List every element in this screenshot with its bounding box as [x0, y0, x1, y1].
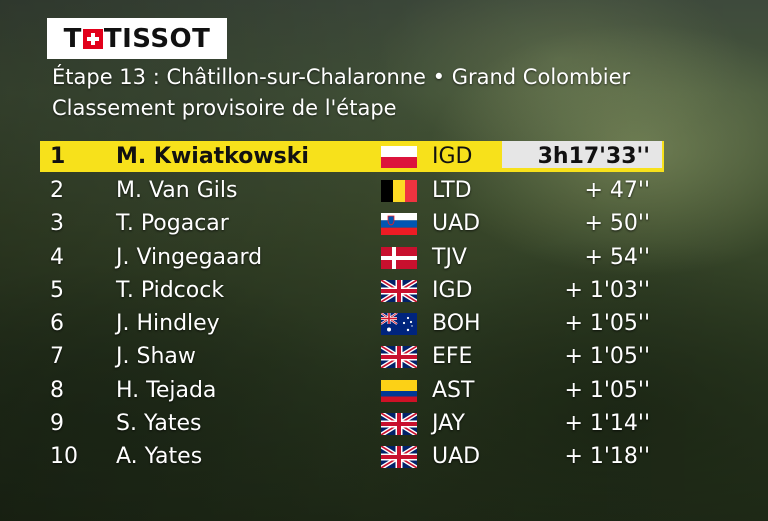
uk-flag-icon [381, 446, 417, 469]
rider-name: H. Tejada [116, 377, 217, 403]
rider-time: + 1'05'' [564, 377, 650, 403]
rider-rank: 9 [50, 411, 64, 437]
rider-rank: 2 [50, 178, 64, 203]
poland-flag-icon [381, 146, 417, 168]
australia-flag-icon [381, 313, 417, 336]
rider-time: + 47'' [584, 178, 650, 203]
rider-row: 6 J. Hindley BOH + 1'05'' [40, 307, 664, 340]
rider-name: J. Vingegaard [116, 244, 263, 270]
rider-time: + 50'' [584, 211, 650, 237]
uk-flag-icon [381, 413, 417, 436]
leader-row: 1 M. Kwiatkowski IGD 3h17'33'' [40, 141, 664, 172]
denmark-flag-icon [381, 246, 417, 269]
leader-time-box [502, 141, 662, 168]
rider-rank: 5 [50, 277, 64, 303]
rider-time: + 1'14'' [564, 411, 650, 437]
rider-name: A. Yates [116, 444, 203, 470]
colombia-flag-icon [381, 379, 417, 402]
stage-header: Étape 13 : Châtillon-sur-Chalaronne • Gr… [52, 62, 630, 124]
rider-row: 2 M. Van Gils LTD + 47'' [40, 174, 664, 207]
rider-name: M. Van Gils [116, 178, 238, 203]
swiss-cross-icon [82, 28, 103, 49]
rider-time: 3h17'33'' [537, 144, 650, 169]
rider-rank: 3 [50, 211, 64, 237]
rider-row: 9 S. Yates JAY + 1'14'' [40, 407, 664, 440]
rider-rank: 7 [50, 344, 64, 370]
standings-table: 1 M. Kwiatkowski IGD 3h17'33'' 2 M. Van Gils L… [40, 141, 664, 474]
rider-row: 3 T. Pogacar UAD + 50'' [40, 207, 664, 240]
rider-name: S. Yates [116, 411, 202, 437]
team-code: BOH [432, 311, 481, 337]
team-code: IGD [432, 277, 473, 303]
team-code: JAY [432, 411, 465, 437]
tissot-logo: T TISSOT [47, 18, 227, 59]
rider-name: J. Shaw [116, 344, 196, 370]
rider-rank: 1 [50, 144, 66, 169]
rider-name: J. Hindley [116, 311, 220, 337]
rider-time: + 1'03'' [564, 277, 650, 303]
rider-rank: 4 [50, 244, 64, 270]
team-code: UAD [432, 444, 481, 470]
team-code: EFE [432, 344, 473, 370]
team-code: IGD [432, 144, 473, 169]
team-code: UAD [432, 211, 481, 237]
rider-row: 4 J. Vingegaard TJV + 54'' [40, 241, 664, 274]
rider-rank: 6 [50, 311, 64, 337]
rider-name: M. Kwiatkowski [116, 144, 309, 169]
rider-time: + 1'05'' [564, 344, 650, 370]
uk-flag-icon [381, 279, 417, 302]
logo-prefix: T [63, 23, 82, 54]
rider-time: + 1'18'' [564, 444, 650, 470]
rider-rank: 10 [50, 444, 78, 470]
rider-time: + 1'05'' [564, 311, 650, 337]
uk-flag-icon [381, 346, 417, 369]
rider-row: 5 T. Pidcock IGD + 1'03'' [40, 274, 664, 307]
belgium-flag-icon [381, 180, 417, 202]
rider-row: 10 A. Yates UAD + 1'18'' [40, 440, 664, 473]
team-code: TJV [432, 244, 467, 270]
stage-title: Étape 13 : Châtillon-sur-Chalaronne • Gr… [52, 65, 631, 89]
rider-row: 8 H. Tejada AST + 1'05'' [40, 374, 664, 407]
rider-time: + 54'' [584, 244, 650, 270]
team-code: AST [432, 377, 475, 403]
team-code: LTD [432, 178, 472, 203]
logo-brand: TISSOT [103, 23, 211, 54]
rider-row: 7 J. Shaw EFE + 1'05'' [40, 340, 664, 373]
rider-rank: 8 [50, 377, 64, 403]
rider-name: T. Pogacar [116, 211, 229, 237]
classification-subtitle: Classement provisoire de l'étape [52, 96, 397, 120]
rider-name: T. Pidcock [116, 277, 225, 303]
slovenia-flag-icon [381, 213, 417, 236]
